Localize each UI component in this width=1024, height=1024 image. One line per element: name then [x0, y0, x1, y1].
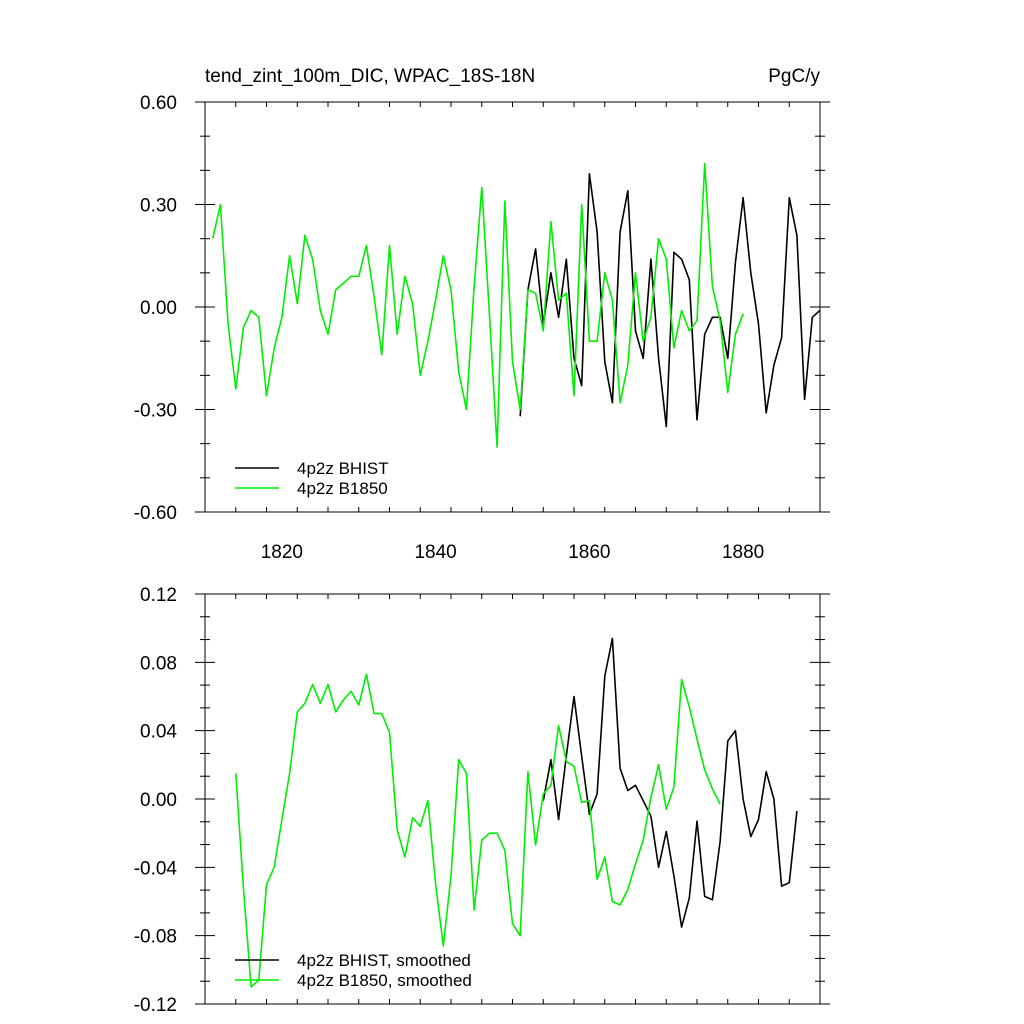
y-tick-label: 0.12 — [140, 585, 177, 606]
y-tick-label: 0.30 — [140, 196, 177, 217]
y-tick-label: 0.04 — [140, 722, 177, 743]
x-tick-label: 1880 — [722, 542, 764, 563]
x-tick-label: 1860 — [568, 542, 610, 563]
legend-label-1: 4p2z BHIST — [297, 459, 389, 478]
chart-units: PgC/y — [768, 66, 820, 87]
legend-label-2: 4p2z B1850, smoothed — [297, 971, 472, 990]
series-line-1 — [542, 637, 798, 928]
y-tick-label: -0.08 — [134, 927, 177, 948]
plot-frame — [204, 101, 821, 513]
legend-label-2: 4p2z B1850 — [297, 479, 388, 498]
chart-title: tend_zint_100m_DIC, WPAC_18S-18N — [205, 66, 535, 87]
y-tick-label: -0.04 — [134, 858, 178, 879]
series-line-2 — [235, 673, 721, 988]
x-tick-label: 1840 — [414, 542, 456, 563]
y-tick-label: 0.00 — [140, 298, 177, 319]
series-line-1 — [519, 173, 821, 428]
legend-label-1: 4p2z BHIST, smoothed — [297, 951, 471, 970]
chart-panel-1: -0.60 -0.30 0.00 0.30 0.60 1820 1840 1860 1880 te… — [134, 66, 830, 563]
y-tick-label: 0.00 — [140, 790, 177, 811]
chart-panel-2: -0.12 -0.08 -0.04 0.00 0.04 0.08 0.12 4p2z BHIS… — [134, 585, 830, 1016]
series-line-2 — [211, 162, 744, 448]
y-tick-label: 0.60 — [140, 93, 177, 114]
y-tick-label: -0.12 — [134, 995, 177, 1016]
y-tick-label: -0.30 — [134, 401, 177, 422]
y-tick-label: -0.60 — [134, 503, 177, 524]
plot-frame — [204, 593, 821, 1005]
x-tick-label: 1820 — [261, 542, 303, 563]
y-tick-label: 0.08 — [140, 653, 177, 674]
